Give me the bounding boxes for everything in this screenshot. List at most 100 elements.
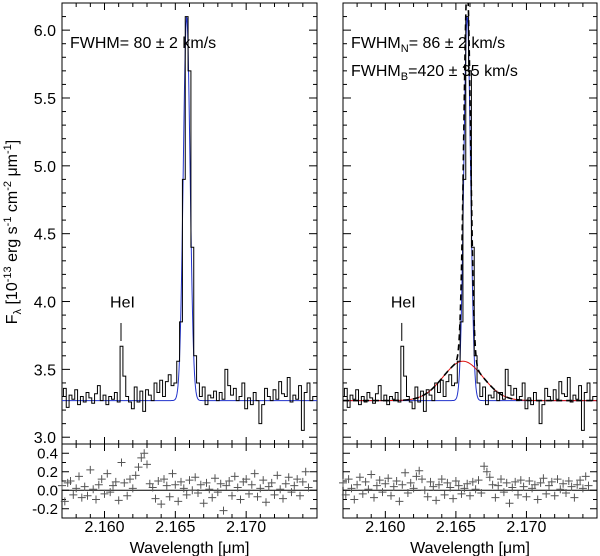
residual-point xyxy=(177,477,185,486)
residual-point xyxy=(505,499,514,508)
residual-point xyxy=(477,489,486,497)
x-tick-label: 2.170 xyxy=(506,519,546,536)
residual-point xyxy=(341,490,350,499)
residual-point xyxy=(581,472,590,481)
residual-point xyxy=(216,479,225,488)
residual-point xyxy=(553,475,562,484)
residual-point xyxy=(381,479,390,488)
residual-point xyxy=(168,469,177,478)
residual-point xyxy=(126,475,134,484)
residual-point xyxy=(370,493,378,502)
residual-point xyxy=(403,489,412,497)
residual-point xyxy=(293,475,302,484)
residual-point xyxy=(576,476,585,485)
residual-point xyxy=(364,485,373,494)
residual-point xyxy=(412,472,421,481)
residual-point xyxy=(219,506,228,515)
y-axis-label: Fλ [10-13 erg s-1 cm-2 μm-1] xyxy=(2,140,24,324)
residual-point xyxy=(196,480,205,489)
residual-point xyxy=(463,479,472,488)
residual-point xyxy=(245,489,253,498)
residual-point xyxy=(211,474,219,483)
residual-point xyxy=(117,458,126,467)
residual-point xyxy=(443,478,452,487)
residual-point xyxy=(103,469,112,478)
residual-point xyxy=(236,495,245,504)
residual-point xyxy=(202,478,211,487)
residual-point xyxy=(378,488,387,497)
total-fit-curve xyxy=(343,3,597,402)
residual-point xyxy=(228,491,236,500)
residual-point xyxy=(284,473,293,482)
residual-point xyxy=(174,497,183,506)
y-tick-label: 0.4 xyxy=(37,445,58,462)
narrow-fit-curve xyxy=(62,16,317,402)
residual-point xyxy=(409,484,418,493)
y-tick-label: 6.0 xyxy=(34,23,56,40)
residual-point xyxy=(69,490,78,499)
residual-point xyxy=(372,481,381,490)
residual-point xyxy=(344,475,353,484)
residual-point xyxy=(86,465,95,474)
residual-point xyxy=(485,473,494,482)
residual-point xyxy=(151,494,160,503)
hei-label: HeI xyxy=(391,295,416,312)
observed-spectrum xyxy=(62,16,316,431)
residual-point xyxy=(100,489,109,498)
residual-point xyxy=(449,494,458,503)
residual-point xyxy=(525,477,534,485)
residual-point xyxy=(426,477,435,486)
residual-point xyxy=(58,481,66,490)
residual-point xyxy=(392,477,401,485)
residual-point xyxy=(350,495,359,504)
residual-point xyxy=(539,474,548,483)
residual-point xyxy=(60,497,69,506)
y-tick-label: 4.5 xyxy=(34,227,56,244)
residual-point xyxy=(72,484,81,493)
residual-point xyxy=(182,490,191,499)
residual-point xyxy=(134,463,143,472)
residual-point xyxy=(387,491,395,500)
residual-point xyxy=(75,472,83,481)
residual-point xyxy=(143,460,151,469)
hei-label: HeI xyxy=(110,295,135,312)
residual-point xyxy=(188,486,197,495)
residual-point xyxy=(213,488,222,497)
residual-point xyxy=(562,489,570,497)
residual-point xyxy=(471,485,480,494)
residual-point xyxy=(179,484,188,493)
residual-point xyxy=(77,493,86,502)
residual-point xyxy=(230,472,239,481)
residual-point xyxy=(474,476,483,485)
residual-point xyxy=(361,477,370,486)
residual-point xyxy=(401,468,410,477)
residual-point xyxy=(418,475,426,484)
residual-point xyxy=(120,478,129,487)
residual-point xyxy=(160,475,168,484)
residual-point xyxy=(395,497,404,506)
residual-point xyxy=(89,485,98,494)
residual-point xyxy=(499,488,508,497)
residual-point xyxy=(508,483,517,492)
residual-point xyxy=(111,477,120,486)
residual-point xyxy=(259,476,268,485)
residual-point xyxy=(194,489,202,497)
residual-point xyxy=(106,488,115,497)
residual-axes-frame xyxy=(342,443,598,519)
residual-point xyxy=(94,480,103,489)
residual-point xyxy=(460,484,469,493)
residual-point xyxy=(451,477,460,485)
residual-point xyxy=(287,488,296,497)
residual-point xyxy=(296,491,304,500)
residual-point xyxy=(530,480,539,489)
residual-point xyxy=(279,494,287,503)
residual-point xyxy=(250,469,259,478)
residual-point xyxy=(454,481,463,490)
residual-point xyxy=(128,484,137,493)
residual-point xyxy=(80,482,89,491)
residual-point xyxy=(514,490,522,499)
y-tick-label: 3.5 xyxy=(34,362,56,379)
residual-point xyxy=(256,484,265,493)
residual-point xyxy=(262,498,270,507)
